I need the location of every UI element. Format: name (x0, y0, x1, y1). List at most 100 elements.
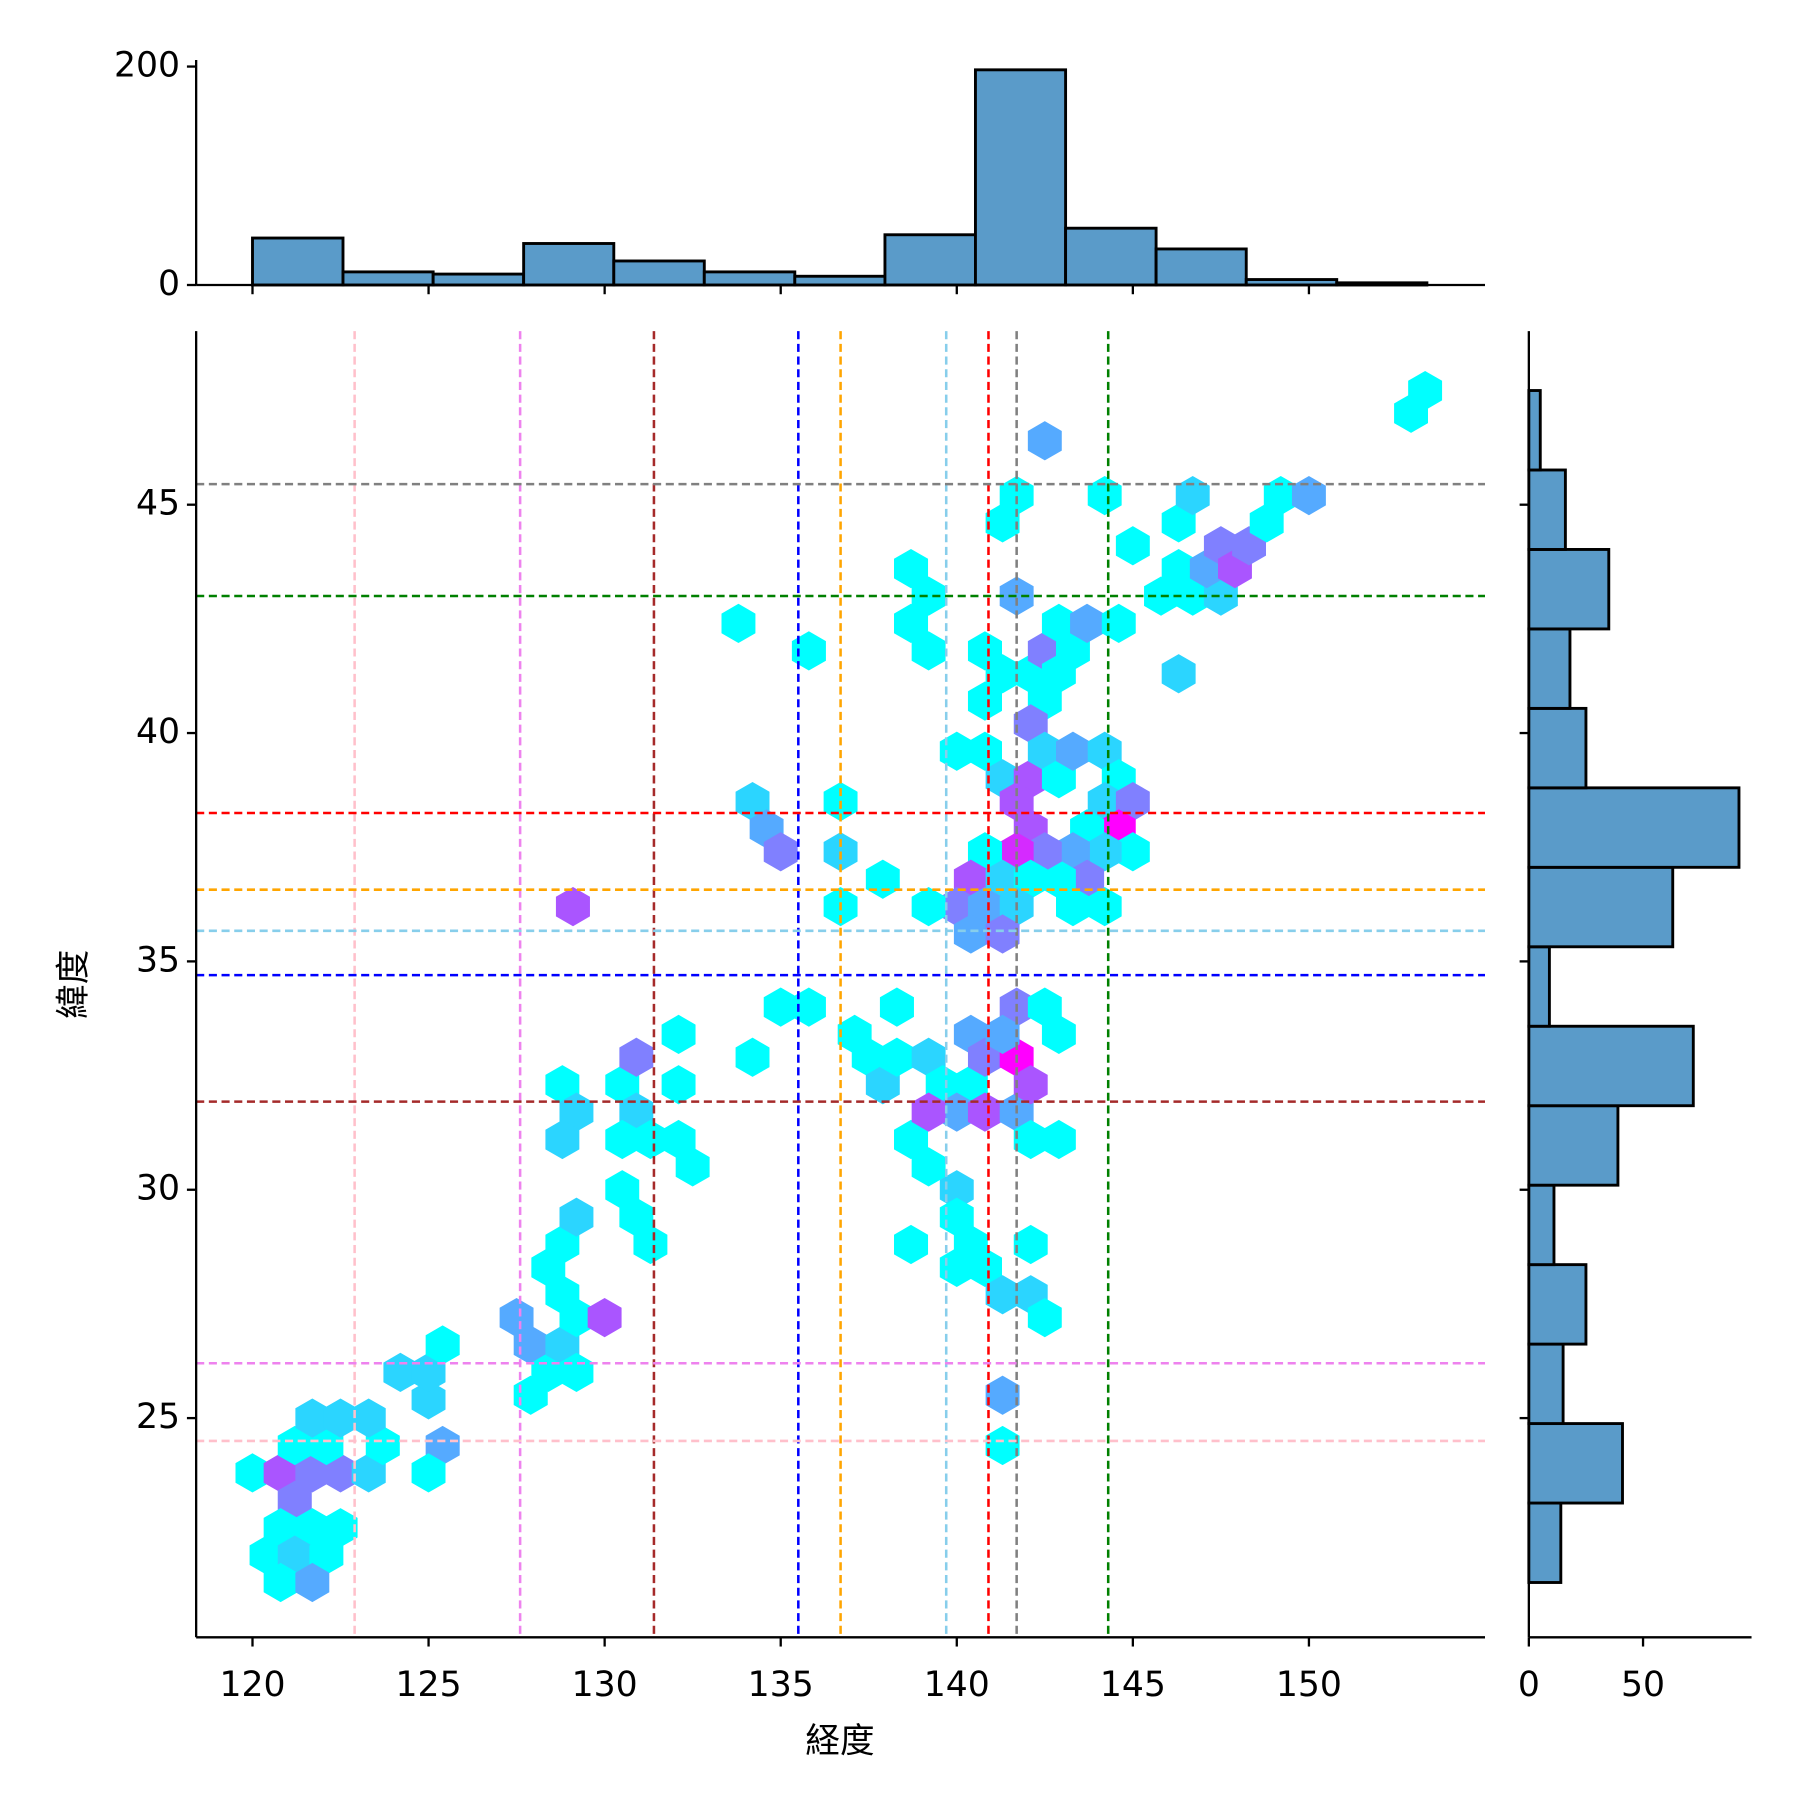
histogram-bar (702, 270, 797, 287)
hexagon (1027, 987, 1062, 1027)
hexagon (1249, 503, 1284, 543)
x-tick-label: 140 (924, 1665, 990, 1705)
hexagon (323, 1508, 358, 1548)
hexagon (967, 1247, 1002, 1287)
hexagon (295, 1508, 330, 1548)
hexagon (1263, 475, 1298, 516)
hexagon (1087, 886, 1122, 927)
y-tick-label: 25 (136, 1397, 180, 1437)
hexagon (559, 1197, 594, 1237)
hexagon (967, 832, 1002, 872)
hexagon (1027, 421, 1062, 461)
hexagon (1161, 654, 1196, 694)
histogram-bar (1527, 468, 1567, 551)
hexagon (365, 1425, 400, 1466)
hexagon (605, 1119, 640, 1160)
hexagon (1013, 1065, 1048, 1105)
hexagon (309, 1425, 344, 1466)
hexagon (1013, 1119, 1048, 1160)
y-tick-label: 45 (136, 484, 180, 524)
x-tick-label: 125 (396, 1665, 462, 1705)
hexagon (323, 1453, 358, 1493)
hexagon (1027, 1297, 1062, 1338)
hexagon (894, 549, 929, 589)
hexagon (894, 1224, 929, 1265)
histogram-bar (1527, 1183, 1556, 1267)
hexagon (1115, 832, 1150, 872)
hexagon (985, 914, 1020, 954)
hexagon (999, 475, 1034, 516)
hexagon (277, 1425, 312, 1466)
histogram-bar (1527, 786, 1741, 869)
hexagon (263, 1453, 298, 1493)
x-tick-label: 135 (748, 1665, 814, 1705)
hexagon (939, 731, 974, 771)
hexagon (277, 1480, 312, 1520)
hexagon (1087, 832, 1122, 872)
hexagon (967, 681, 1002, 721)
hexagon (939, 886, 974, 927)
hexagon (939, 1247, 974, 1287)
hexagon (939, 1170, 974, 1210)
hexagon (953, 914, 988, 954)
hexagon (499, 1297, 534, 1338)
hexagon (1027, 731, 1062, 771)
hexagon (513, 1325, 548, 1365)
y-tick-label: 35 (136, 940, 180, 980)
hexagon (661, 1119, 696, 1160)
hexagon (1041, 759, 1076, 799)
hexagon (1041, 603, 1076, 644)
hexagon (791, 987, 826, 1027)
hexagon (235, 1453, 270, 1493)
hexagon (735, 781, 770, 822)
hexagon (545, 1325, 580, 1365)
hexagon (851, 1037, 886, 1077)
hexagon (263, 1508, 298, 1548)
hexagon (351, 1398, 386, 1438)
x-tick-label: 50 (1621, 1665, 1665, 1705)
hexagon (985, 1375, 1020, 1415)
hexagon (605, 1065, 640, 1105)
hexagon (351, 1453, 386, 1493)
y-tick-label: 30 (136, 1169, 180, 1209)
hexagon (1041, 1119, 1076, 1160)
hexagon (1056, 631, 1090, 671)
hexagon (1041, 1014, 1076, 1055)
hexagon (559, 1297, 594, 1338)
x-tick-label: 145 (1100, 1665, 1166, 1705)
hexagon (1027, 832, 1062, 872)
hexagon (879, 1037, 914, 1077)
histogram-bar (974, 68, 1068, 287)
hexagon (323, 1398, 358, 1438)
hexagon (1087, 781, 1122, 822)
hexagon (1087, 475, 1122, 516)
hexagon (555, 886, 590, 927)
hexagon (263, 1562, 298, 1603)
histogram-bar (1064, 226, 1158, 287)
hexagon (619, 1197, 654, 1237)
histogram-bar (1154, 247, 1248, 287)
x-tick-label: 150 (1276, 1665, 1342, 1705)
hexagon (1161, 503, 1196, 543)
histogram-bar (251, 236, 345, 287)
hexagon (967, 886, 1002, 927)
histogram-bar (1527, 548, 1611, 631)
hexagon (985, 1014, 1020, 1055)
hexagon (425, 1325, 460, 1365)
hexagon (587, 1297, 622, 1338)
hexagon (911, 631, 946, 671)
hexagon (411, 1352, 446, 1392)
hexagon (953, 1065, 988, 1105)
hexagon (1203, 576, 1238, 616)
histogram-bar (1527, 865, 1675, 949)
histogram-bar (1527, 706, 1588, 790)
hexagon (894, 1119, 929, 1160)
hexagon (865, 859, 900, 899)
hexagon (661, 1065, 696, 1105)
hexagon (999, 576, 1034, 616)
hexagon (277, 1535, 312, 1575)
histogram-bar (1527, 1422, 1624, 1505)
hexagon (1175, 475, 1210, 516)
hexagon (735, 1037, 770, 1077)
hexagon (411, 1453, 446, 1493)
